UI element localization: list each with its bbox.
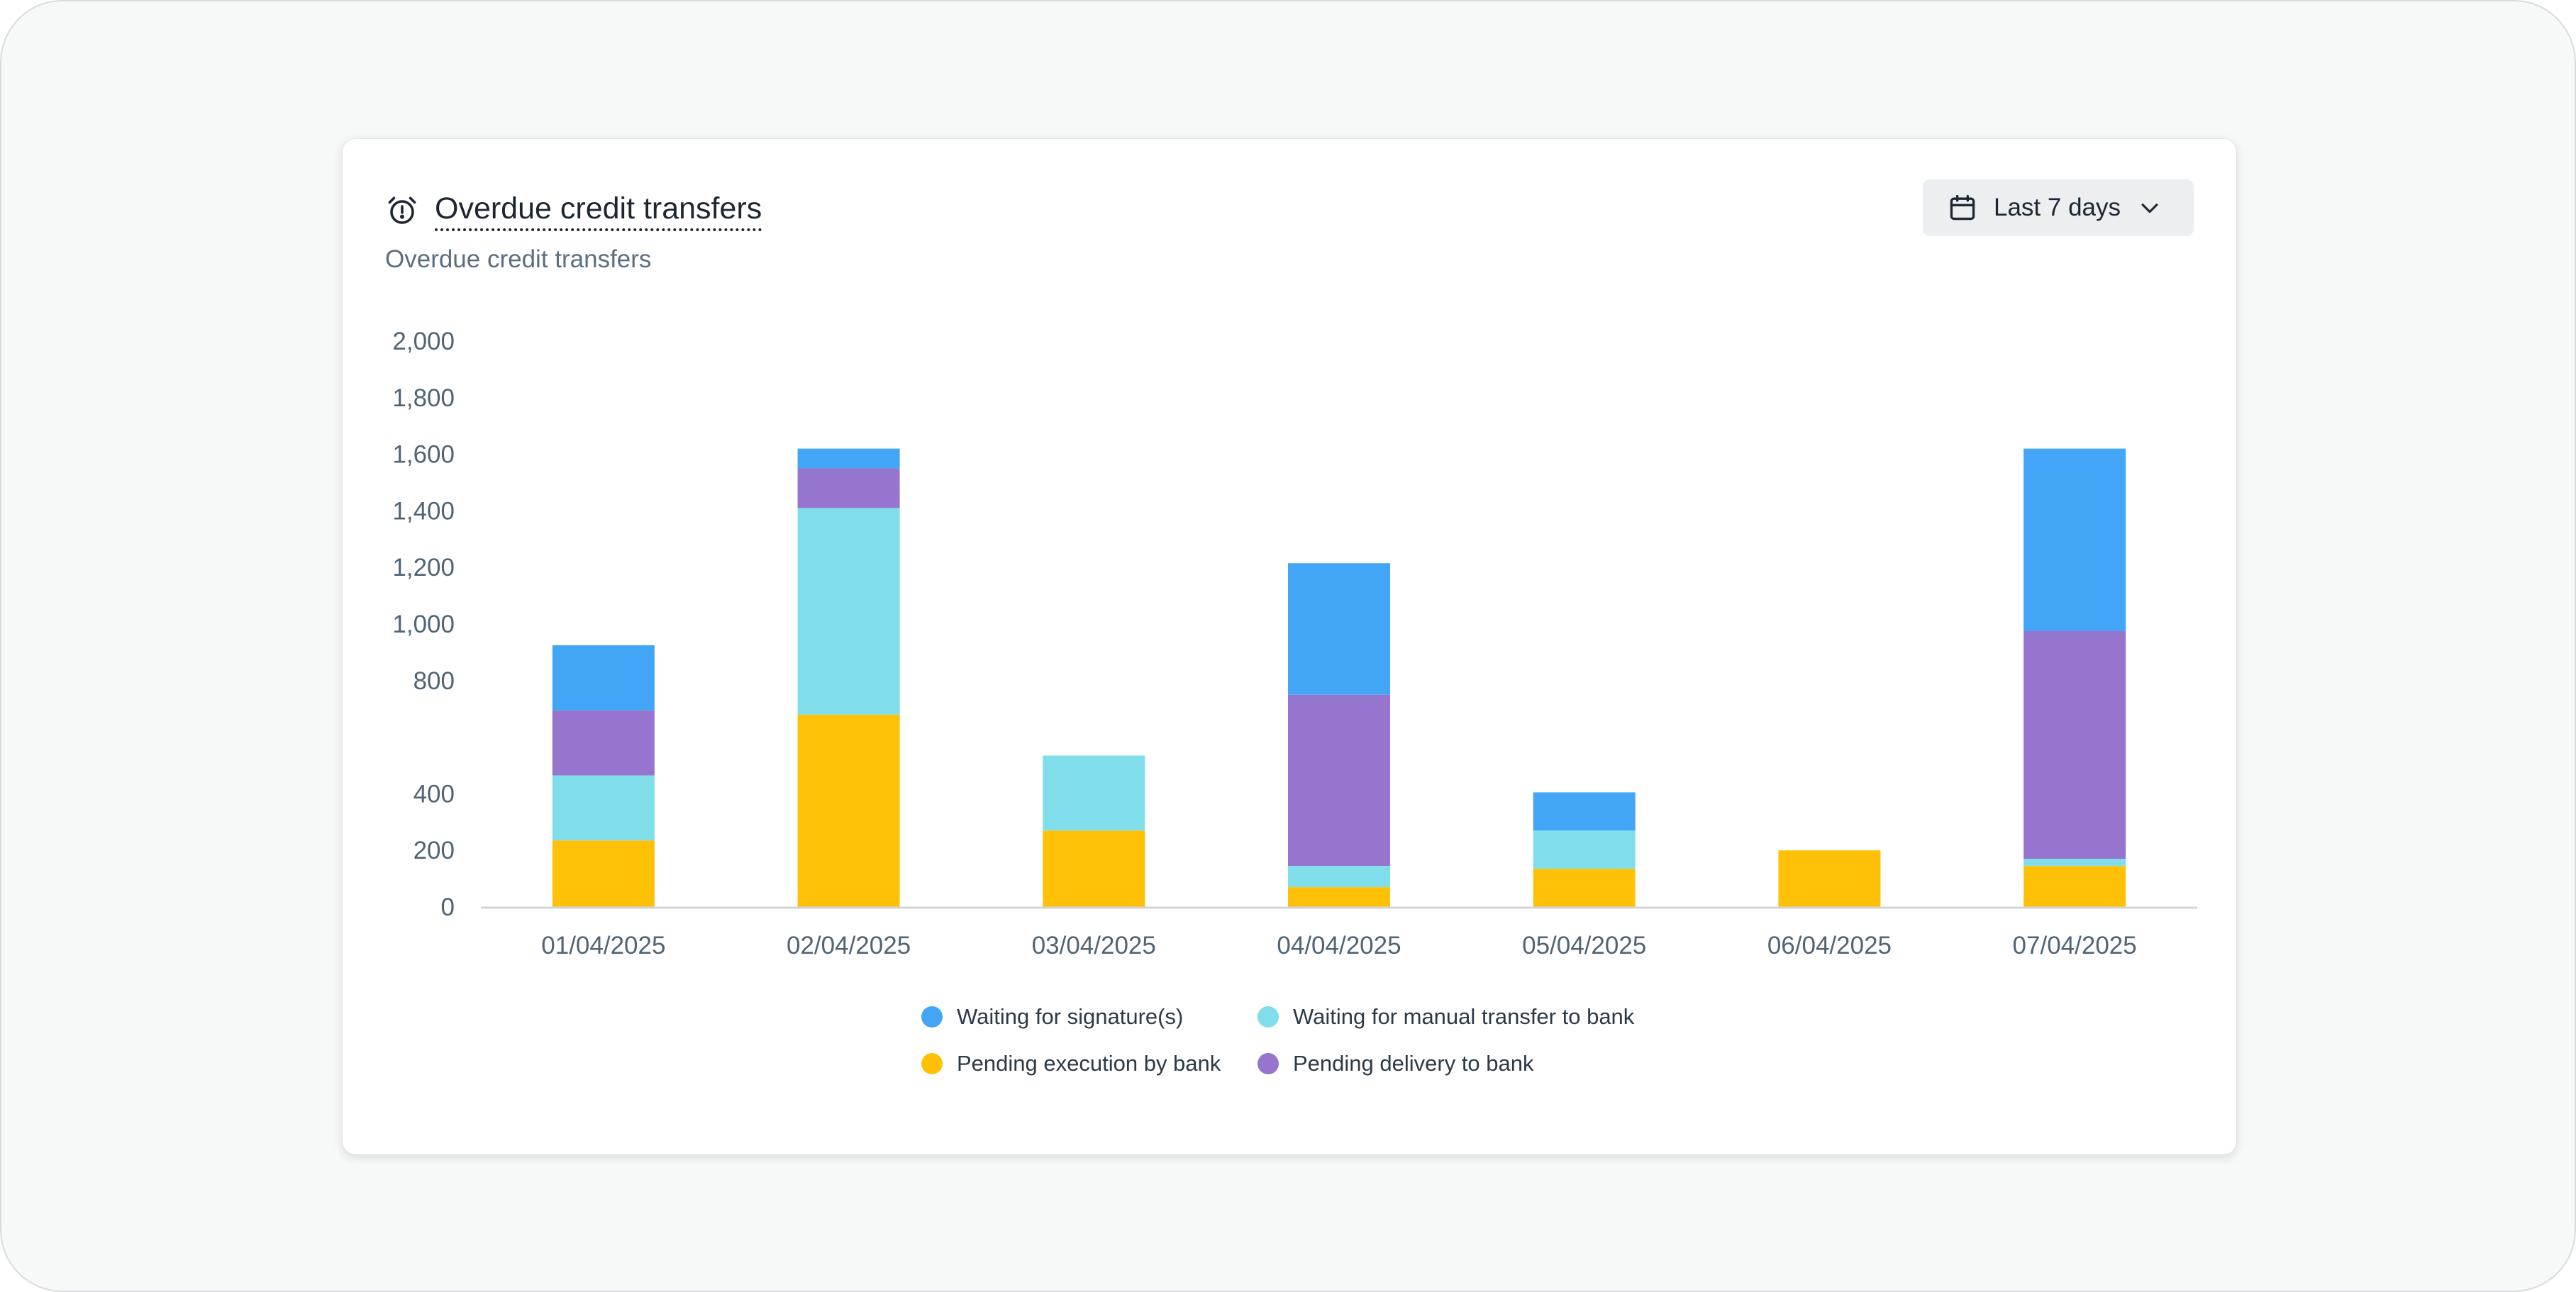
- bar-segment: [1043, 755, 1145, 831]
- bar-segment: [797, 714, 900, 907]
- calendar-icon: [1950, 194, 1975, 221]
- bar-segment: [797, 468, 900, 508]
- alarm-clock-icon: [388, 196, 416, 224]
- bar-segment: [552, 645, 655, 711]
- chart-title[interactable]: Overdue credit transfers: [435, 190, 762, 231]
- bar-segment: [1288, 694, 1390, 867]
- bar-segment: [1533, 830, 1636, 869]
- bar-segment: [552, 775, 655, 841]
- chevron-down-icon: [2141, 204, 2158, 213]
- y-tick-label: 400: [413, 780, 455, 808]
- x-tick-label: 07/04/2025: [2013, 932, 2137, 959]
- date-range-dropdown[interactable]: Last 7 days: [1923, 179, 2194, 236]
- legend-dot: [1258, 1053, 1279, 1074]
- bar-segment: [1533, 792, 1636, 831]
- y-tick-label: 2,000: [392, 328, 455, 355]
- bar-segment: [552, 710, 655, 776]
- y-tick-label: 800: [413, 667, 455, 695]
- bar-segment: [1778, 850, 1881, 907]
- x-tick-label: 06/04/2025: [1767, 932, 1892, 959]
- x-tick-label: 04/04/2025: [1277, 932, 1401, 959]
- bar-segment: [797, 508, 900, 715]
- legend-item[interactable]: Waiting for manual transfer to bank: [1258, 1004, 1634, 1030]
- chart-card: Overdue credit transfers Overdue credit …: [343, 139, 2236, 1154]
- bar-segment: [552, 840, 655, 907]
- x-tick-label: 03/04/2025: [1032, 932, 1156, 959]
- title-row: Overdue credit transfers: [385, 190, 762, 231]
- legend-label: Waiting for manual transfer to bank: [1293, 1004, 1635, 1029]
- x-tick-label: 05/04/2025: [1522, 932, 1646, 959]
- bar-segment: [2023, 448, 2126, 631]
- bar-segment: [1043, 830, 1145, 907]
- y-tick-label: 1,000: [392, 611, 455, 638]
- legend-label: Waiting for signature(s): [957, 1004, 1184, 1029]
- bar-segment: [797, 448, 900, 469]
- legend-label: Pending delivery to bank: [1293, 1051, 1534, 1076]
- x-tick-label: 01/04/2025: [541, 932, 665, 959]
- x-tick-label: 02/04/2025: [787, 932, 911, 959]
- bar-segment: [1288, 866, 1390, 888]
- date-range-label: Last 7 days: [1994, 194, 2121, 221]
- bar-segment: [2023, 866, 2126, 907]
- y-tick-label: 1,800: [392, 384, 455, 412]
- legend-item[interactable]: Waiting for signature(s): [921, 1004, 1258, 1030]
- bar-segment: [1288, 887, 1390, 907]
- chart-legend: Waiting for signature(s) Waiting for manu…: [921, 1004, 1634, 1076]
- legend-label: Pending execution by bank: [957, 1051, 1221, 1076]
- y-tick-label: 0: [441, 893, 455, 921]
- y-tick-label: 1,400: [392, 497, 455, 525]
- legend-item[interactable]: Pending delivery to bank: [1258, 1051, 1634, 1076]
- y-tick-label: 200: [413, 837, 455, 864]
- bar-segment: [2023, 630, 2126, 859]
- bar-segment: [1288, 563, 1390, 695]
- legend-dot: [1258, 1006, 1279, 1028]
- legend-dot: [921, 1006, 943, 1028]
- chart-subtitle: Overdue credit transfers: [385, 245, 652, 273]
- stacked-bar-chart: 0 200 400 800 1,000 1,200 1,400 1,600 1,800 2,000…: [392, 328, 2197, 959]
- y-tick-label: 1,600: [392, 441, 455, 469]
- bar-segment: [2023, 859, 2126, 867]
- legend-dot: [921, 1053, 943, 1074]
- y-tick-label: 1,200: [392, 554, 455, 581]
- legend-item[interactable]: Pending execution by bank: [921, 1051, 1258, 1076]
- bar-segment: [1533, 869, 1636, 907]
